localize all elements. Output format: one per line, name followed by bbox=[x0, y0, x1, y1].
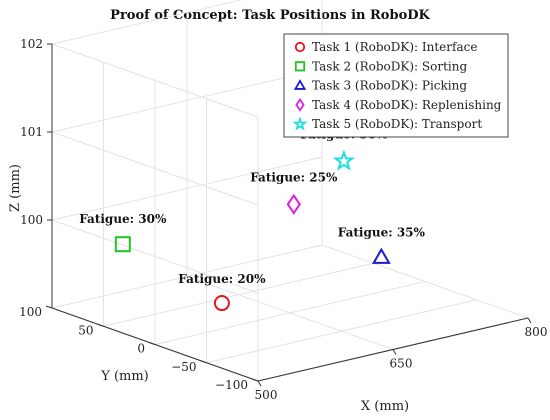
legend-marker-diamond bbox=[295, 98, 305, 112]
data-point-star bbox=[332, 149, 356, 171]
x-axis-label: X (mm) bbox=[361, 399, 409, 414]
grid-line bbox=[51, 131, 259, 206]
grid-line bbox=[51, 43, 259, 118]
grid-line bbox=[51, 219, 259, 294]
y-tick-mark bbox=[97, 323, 104, 327]
axes bbox=[45, 43, 532, 387]
legend-entry: Task 4 (RoboDK): Replenishing bbox=[312, 98, 502, 112]
y-tick-label: −100 bbox=[215, 378, 248, 392]
y-tick-mark bbox=[148, 342, 156, 345]
data-point-circle bbox=[213, 295, 230, 312]
legend-entry: Task 3 (RoboDK): Picking bbox=[312, 79, 467, 93]
grid-line bbox=[103, 262, 374, 327]
x-tick-label: 650 bbox=[390, 357, 413, 371]
legend: Task 1 (RoboDK): Interface Task 2 (RoboDK… bbox=[283, 33, 509, 138]
fatigue-annotation: Fatigue: 25% bbox=[250, 170, 338, 184]
x-tick-label: 500 bbox=[255, 388, 278, 402]
grid-line bbox=[154, 281, 426, 345]
z-tick-label: 100 bbox=[20, 213, 43, 227]
x-tick-label: 800 bbox=[525, 325, 548, 339]
z-tick-label: 101 bbox=[20, 125, 43, 139]
y-tick-mark bbox=[45, 305, 53, 309]
x-tick-mark bbox=[527, 317, 532, 324]
legend-marker-triangle bbox=[293, 79, 307, 90]
legend-marker-circle bbox=[294, 41, 306, 53]
y-tick-label: 0 bbox=[137, 342, 145, 356]
grid-line bbox=[51, 156, 323, 221]
y-axis-label: Y (mm) bbox=[100, 369, 149, 384]
x-tick-mark bbox=[392, 349, 397, 355]
legend-entry: Task 2 (RoboDK): Sorting bbox=[312, 59, 467, 73]
fatigue-annotation: Fatigue: 30% bbox=[79, 212, 167, 226]
y-tick-mark bbox=[251, 378, 259, 382]
chart-title: Proof of Concept: Task Positions in Robo… bbox=[110, 8, 430, 23]
data-point-diamond bbox=[286, 193, 301, 215]
grid-line bbox=[206, 299, 477, 364]
data-points: Fatigue: 20% Fatigue: 30% Fatigue: 35% Fati… bbox=[79, 127, 426, 312]
grid-line bbox=[51, 68, 323, 133]
z-tick-label: 102 bbox=[20, 37, 43, 51]
y-tick-label: −50 bbox=[171, 360, 196, 374]
z-axis-label: Z (mm) bbox=[8, 164, 23, 212]
y-tick-label: 100 bbox=[19, 305, 42, 319]
x-tick-mark bbox=[257, 380, 262, 387]
fatigue-annotation: Fatigue: 20% bbox=[178, 272, 266, 286]
legend-marker-star bbox=[292, 116, 308, 131]
data-point-triangle bbox=[371, 247, 391, 264]
y-tick-label: 50 bbox=[78, 323, 93, 337]
legend-entry: Task 5 (RoboDK): Transport bbox=[312, 117, 482, 131]
data-point-square bbox=[114, 236, 131, 253]
legend-box bbox=[283, 33, 509, 138]
legend-entry: Task 1 (RoboDK): Interface bbox=[312, 40, 477, 54]
y-tick-mark bbox=[200, 360, 207, 364]
legend-marker-square bbox=[294, 61, 306, 72]
grid-line bbox=[51, 0, 243, 45]
grid bbox=[51, 0, 529, 382]
fatigue-annotation: Fatigue: 35% bbox=[338, 225, 426, 239]
